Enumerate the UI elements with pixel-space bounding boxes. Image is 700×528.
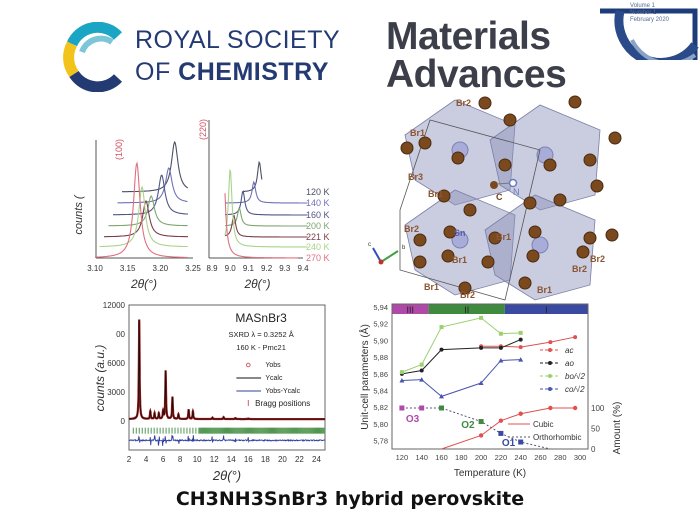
- atom-label: Br2: [460, 290, 475, 300]
- caption: CH3NH3SnBr3 hybrid perovskite: [0, 488, 700, 510]
- br-atom: [554, 194, 566, 206]
- n-atom: [510, 180, 517, 187]
- atom-label: Br2: [590, 254, 605, 264]
- br-atom: [606, 229, 618, 241]
- br-atom: [577, 246, 589, 258]
- br-atom: [414, 256, 426, 268]
- br-atom: [464, 204, 476, 216]
- br-atom: [499, 159, 511, 171]
- atom-label-n: N: [513, 187, 520, 197]
- br-atom: [529, 226, 541, 238]
- br-atom: [524, 197, 536, 209]
- atom-label: Sn: [454, 228, 466, 238]
- atom-label: Br1: [410, 128, 425, 138]
- br-atom: [609, 132, 621, 144]
- br-atom: [504, 114, 516, 126]
- br-atom: [401, 142, 413, 154]
- br-atom: [569, 96, 581, 108]
- axis-label-c: c: [368, 242, 371, 248]
- atom-label: Br1: [424, 282, 439, 292]
- br-atom: [479, 97, 491, 109]
- atom-label-c: C: [496, 192, 503, 202]
- axis-label-b: b: [402, 245, 406, 251]
- atom-label: Br2: [456, 98, 471, 108]
- atom-label: Br1: [537, 285, 552, 295]
- atom-label: Br1: [496, 232, 511, 242]
- atom-label: Br1: [428, 189, 443, 199]
- axis-a-marker: [379, 260, 384, 265]
- br-atom: [584, 232, 596, 244]
- atom-label: Br1: [452, 255, 467, 265]
- atom-label: Br2: [572, 264, 587, 274]
- br-atom: [591, 180, 603, 192]
- c-atom: [490, 181, 498, 189]
- br-atom: [414, 234, 426, 246]
- br-atom: [419, 137, 431, 149]
- atom-label: Br3: [408, 172, 423, 182]
- br-atom: [452, 152, 464, 164]
- crystal-structure: C NBr2Br1Br3Br1Br2 Sn Br1Br1 Br2Br2Br1 Br1Br2…: [0, 0, 700, 528]
- br-atom: [519, 277, 531, 289]
- br-atom: [584, 154, 596, 166]
- atom-label: Br2: [404, 224, 419, 234]
- br-atom: [544, 159, 556, 171]
- br-atom: [482, 256, 494, 268]
- br-atom: [527, 250, 539, 262]
- axis-b-arrow: [381, 251, 398, 262]
